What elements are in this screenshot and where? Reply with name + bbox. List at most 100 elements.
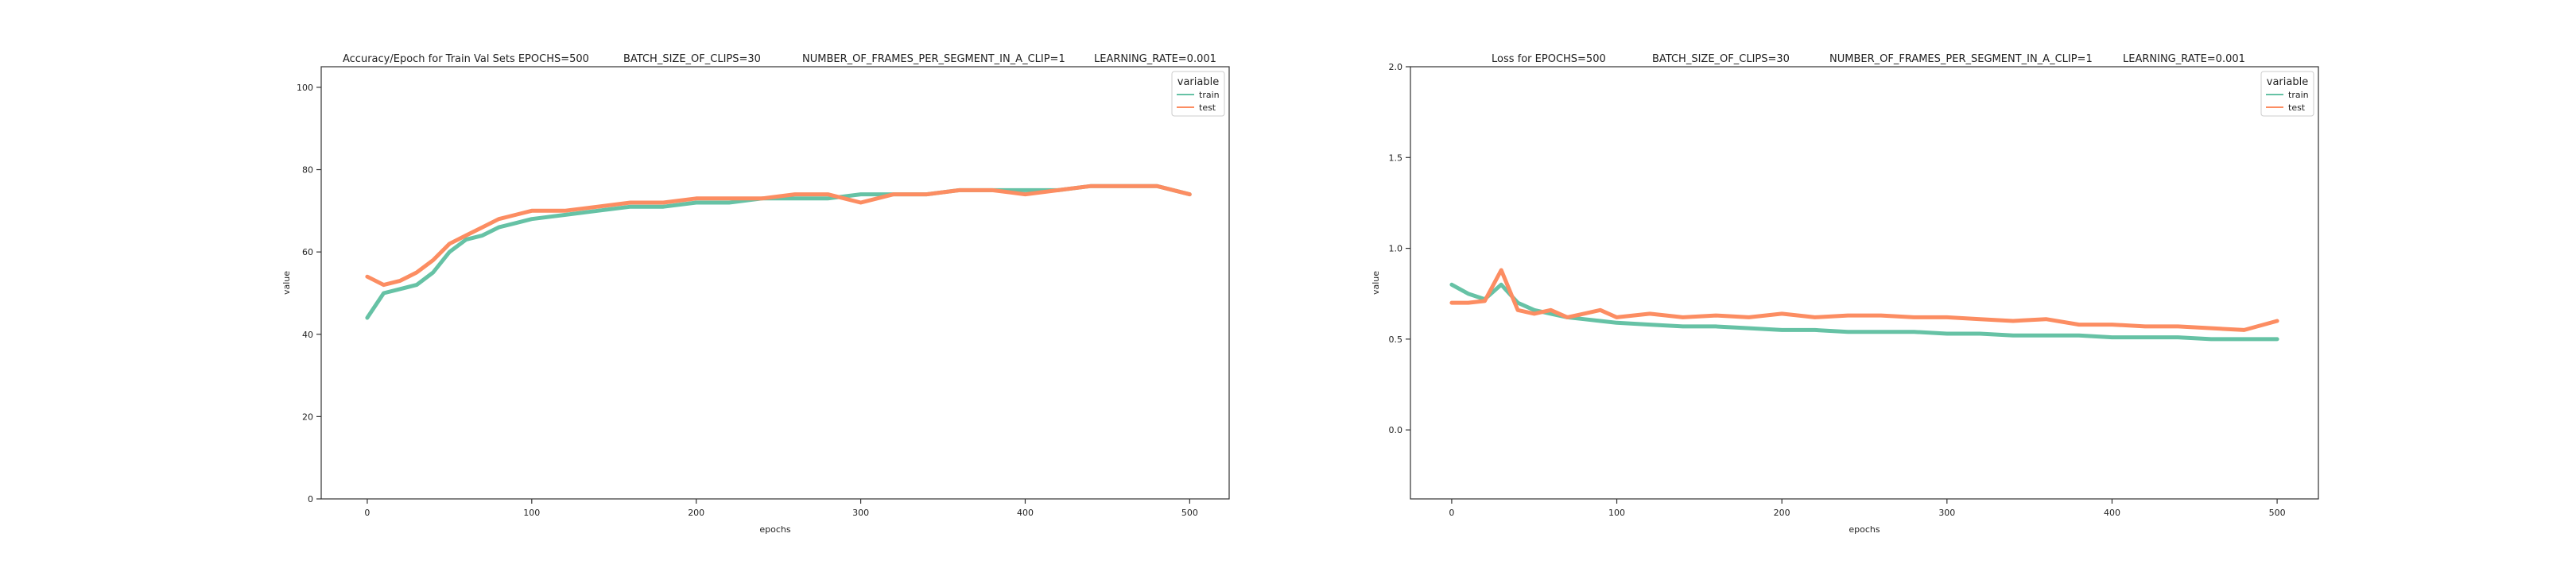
y-tick-label: 1.5	[1389, 153, 1403, 163]
data-point-train	[695, 201, 698, 204]
data-point-test	[1023, 193, 1026, 196]
data-point-test	[2110, 323, 2113, 327]
data-point-train	[398, 288, 402, 291]
data-point-train	[1748, 327, 1751, 330]
y-tick-label: 0.0	[1389, 425, 1403, 435]
data-point-test	[2209, 327, 2213, 330]
data-point-test	[1533, 312, 1536, 315]
x-axis-label: epochs	[1849, 524, 1880, 535]
data-point-test	[1616, 315, 1619, 319]
data-point-test	[958, 188, 961, 191]
x-tick-label: 300	[852, 508, 869, 518]
plot-area-frame	[320, 66, 1230, 500]
data-point-test	[2177, 325, 2180, 328]
x-tick-label: 500	[2269, 508, 2286, 518]
data-point-train	[1780, 328, 1783, 331]
series-line-test	[365, 184, 1192, 288]
data-point-test	[925, 193, 928, 196]
data-point-test	[1780, 312, 1783, 315]
data-point-test	[514, 214, 517, 217]
data-point-test	[695, 197, 698, 200]
data-point-test	[1846, 314, 1849, 317]
data-point-test	[892, 193, 895, 196]
accuracy-chart: Accuracy/Epoch for Train Val Sets EPOCHS…	[281, 53, 1230, 535]
data-point-train	[2077, 334, 2081, 337]
chart-title-segment: Accuracy/Epoch for Train Val Sets EPOCHS…	[343, 53, 589, 65]
data-point-test	[1582, 312, 1585, 315]
data-point-test	[1814, 315, 1817, 319]
data-point-test	[2077, 323, 2081, 327]
x-tick-label: 0	[364, 508, 370, 518]
legend-frame	[1171, 71, 1225, 117]
y-tick-label: 1.0	[1389, 244, 1403, 254]
x-tick-label: 500	[1181, 508, 1198, 518]
data-point-train	[661, 205, 665, 208]
series-line-train	[1449, 282, 2279, 342]
data-point-test	[661, 201, 665, 204]
data-point-test	[1516, 308, 1519, 311]
data-point-test	[1565, 315, 1569, 319]
x-tick-label: 300	[1938, 508, 1955, 518]
data-point-train	[2044, 334, 2047, 337]
data-point-train	[481, 234, 484, 237]
y-tick-label: 100	[297, 83, 313, 93]
data-point-train	[1616, 321, 1619, 324]
y-tick-label: 60	[302, 247, 313, 257]
chart-title-segment: NUMBER_OF_FRAMES_PER_SEGMENT_IN_A_CLIP=1	[1829, 53, 2093, 65]
data-point-test	[826, 193, 829, 196]
legend-label-test: test	[1199, 102, 1216, 113]
data-point-test	[596, 205, 599, 208]
chart-title-segment: Loss for EPOCHS=500	[1492, 53, 1606, 65]
data-point-test	[1978, 318, 1981, 321]
data-point-train	[382, 292, 386, 295]
data-point-train	[415, 284, 418, 287]
chart-title-segment: BATCH_SIZE_OF_CLIPS=30	[623, 53, 761, 65]
data-point-train	[2275, 338, 2279, 341]
data-point-test	[1155, 184, 1158, 187]
x-tick-label: 100	[1608, 508, 1625, 518]
data-point-train	[2012, 334, 2015, 337]
legend-frame	[2260, 71, 2314, 117]
data-point-test	[530, 209, 533, 212]
legend: variable train test	[2260, 71, 2314, 117]
data-point-train	[464, 238, 467, 242]
data-point-test	[760, 197, 763, 200]
x-tick-label: 200	[1774, 508, 1790, 518]
data-point-test	[2143, 325, 2147, 328]
data-point-test	[563, 209, 566, 212]
data-point-test	[2012, 319, 2015, 323]
data-point-test	[1714, 314, 1717, 317]
x-tick-label: 400	[1017, 508, 1034, 518]
legend-label-train: train	[2288, 90, 2309, 100]
data-point-test	[1499, 269, 1503, 272]
data-point-test	[991, 188, 994, 191]
data-point-test	[859, 201, 863, 204]
data-point-train	[1946, 332, 1949, 335]
legend: variable train test	[1171, 71, 1225, 117]
data-point-train	[2110, 336, 2113, 339]
plot-area-frame	[1410, 66, 2319, 500]
data-point-test	[2044, 318, 2047, 321]
data-point-test	[1549, 308, 1552, 311]
chart-title-segment: LEARNING_RATE=0.001	[1094, 53, 1216, 65]
data-point-train	[1599, 319, 1602, 323]
series-line-train	[365, 184, 1192, 320]
data-point-test	[448, 242, 451, 245]
data-point-train	[1648, 323, 1651, 327]
data-point-test	[793, 193, 797, 196]
data-point-train	[2209, 338, 2213, 341]
chart-title-segment: NUMBER_OF_FRAMES_PER_SEGMENT_IN_A_CLIP=1	[802, 53, 1065, 65]
data-point-test	[1188, 193, 1191, 196]
data-point-train	[1499, 283, 1503, 286]
data-point-test	[1467, 301, 1470, 304]
data-point-test	[1946, 315, 1949, 319]
data-point-test	[727, 197, 731, 200]
data-point-train	[563, 214, 566, 217]
data-point-train	[1582, 318, 1585, 321]
data-point-test	[1648, 312, 1651, 315]
data-point-test	[464, 234, 467, 237]
y-axis-label: value	[281, 271, 292, 295]
data-point-test	[1599, 308, 1602, 311]
data-point-train	[432, 271, 435, 274]
data-point-train	[514, 222, 517, 225]
